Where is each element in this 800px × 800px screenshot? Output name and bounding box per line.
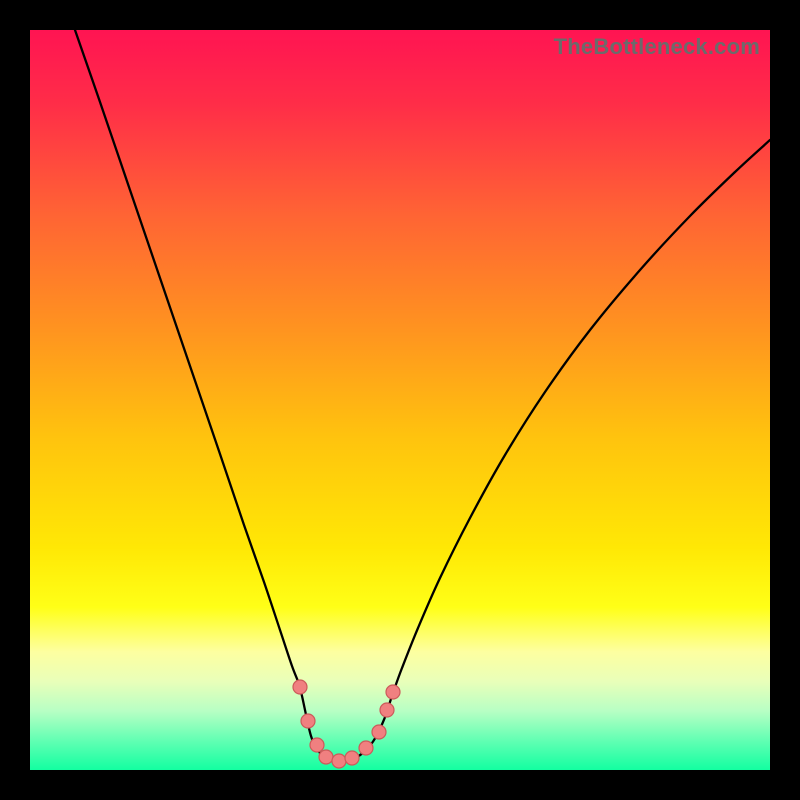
bottleneck-curve [75, 30, 770, 761]
chart-svg [30, 30, 770, 770]
watermark-text: TheBottleneck.com [554, 34, 760, 60]
curve-marker [319, 750, 333, 764]
outer-frame: TheBottleneck.com [0, 0, 800, 800]
curve-marker [310, 738, 324, 752]
curve-marker [293, 680, 307, 694]
marker-group [293, 680, 400, 768]
curve-marker [386, 685, 400, 699]
curve-marker [332, 754, 346, 768]
plot-area: TheBottleneck.com [30, 30, 770, 770]
curve-marker [301, 714, 315, 728]
curve-marker [345, 751, 359, 765]
curve-marker [372, 725, 386, 739]
curve-marker [380, 703, 394, 717]
curve-marker [359, 741, 373, 755]
